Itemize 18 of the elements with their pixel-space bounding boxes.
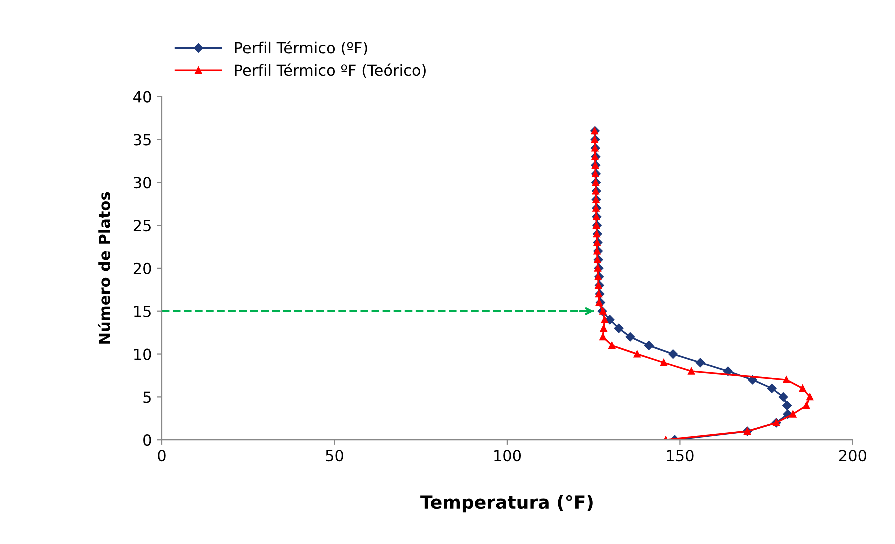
y-tick-label: 20 [134,262,152,274]
x-tick-label: 150 [667,450,694,462]
y-tick-label: 0 [144,434,152,446]
y-tick-label: 5 [144,392,151,404]
y-tick-label: 35 [134,134,151,146]
y-tick-label: 15 [134,306,151,318]
y-tick-label: 25 [134,220,151,232]
y-tick-label: 30 [134,177,152,189]
y-tick-label: 40 [134,91,152,103]
x-tick-label: 200 [839,450,866,462]
y-tick-label: 10 [134,348,152,360]
legend-label: Perfil Térmico (ºF) [235,41,368,56]
x-tick-label: 100 [494,450,522,462]
legend-label: Perfil Térmico ºF (Teórico) [235,64,426,78]
x-tick-label: 0 [158,450,166,462]
y-axis-title: Número de Platos [98,192,110,344]
x-axis-title: Temperatura (°F) [420,495,593,513]
x-tick-label: 50 [326,450,344,462]
